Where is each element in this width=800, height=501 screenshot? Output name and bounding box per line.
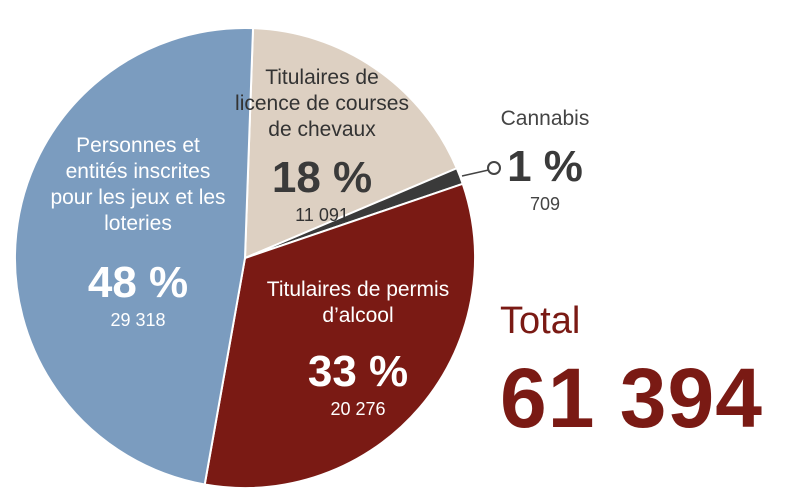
label-name-gaming-lotteries: Personnes et entités inscrites pour les je… [50, 134, 225, 235]
label-percent-horse-racing: 18 % [272, 153, 372, 202]
label-count-horse-racing: 11 091 [295, 205, 349, 225]
total-label: Total [500, 300, 581, 342]
label-percent-cannabis: 1 % [507, 142, 583, 191]
label-percent-alcohol: 33 % [308, 347, 408, 396]
label-count-cannabis: 709 [530, 194, 560, 214]
label-name-cannabis: Cannabis [501, 107, 590, 130]
label-name-alcohol: Titulaires de permis d’alcool [267, 278, 449, 327]
slice-horse-racing [243, 27, 459, 260]
label-count-alcohol: 20 276 [330, 399, 385, 419]
label-percent-gaming-lotteries: 48 % [88, 258, 188, 307]
slice-alcohol [203, 182, 477, 489]
total-value: 61 394 [500, 351, 763, 445]
label-count-gaming-lotteries: 29 318 [110, 310, 165, 330]
slice-gaming-lotteries [14, 27, 255, 486]
label-name-horse-racing: Titulaires de licence de courses de chevau… [235, 66, 409, 141]
cannabis-leader-dot [487, 161, 501, 175]
